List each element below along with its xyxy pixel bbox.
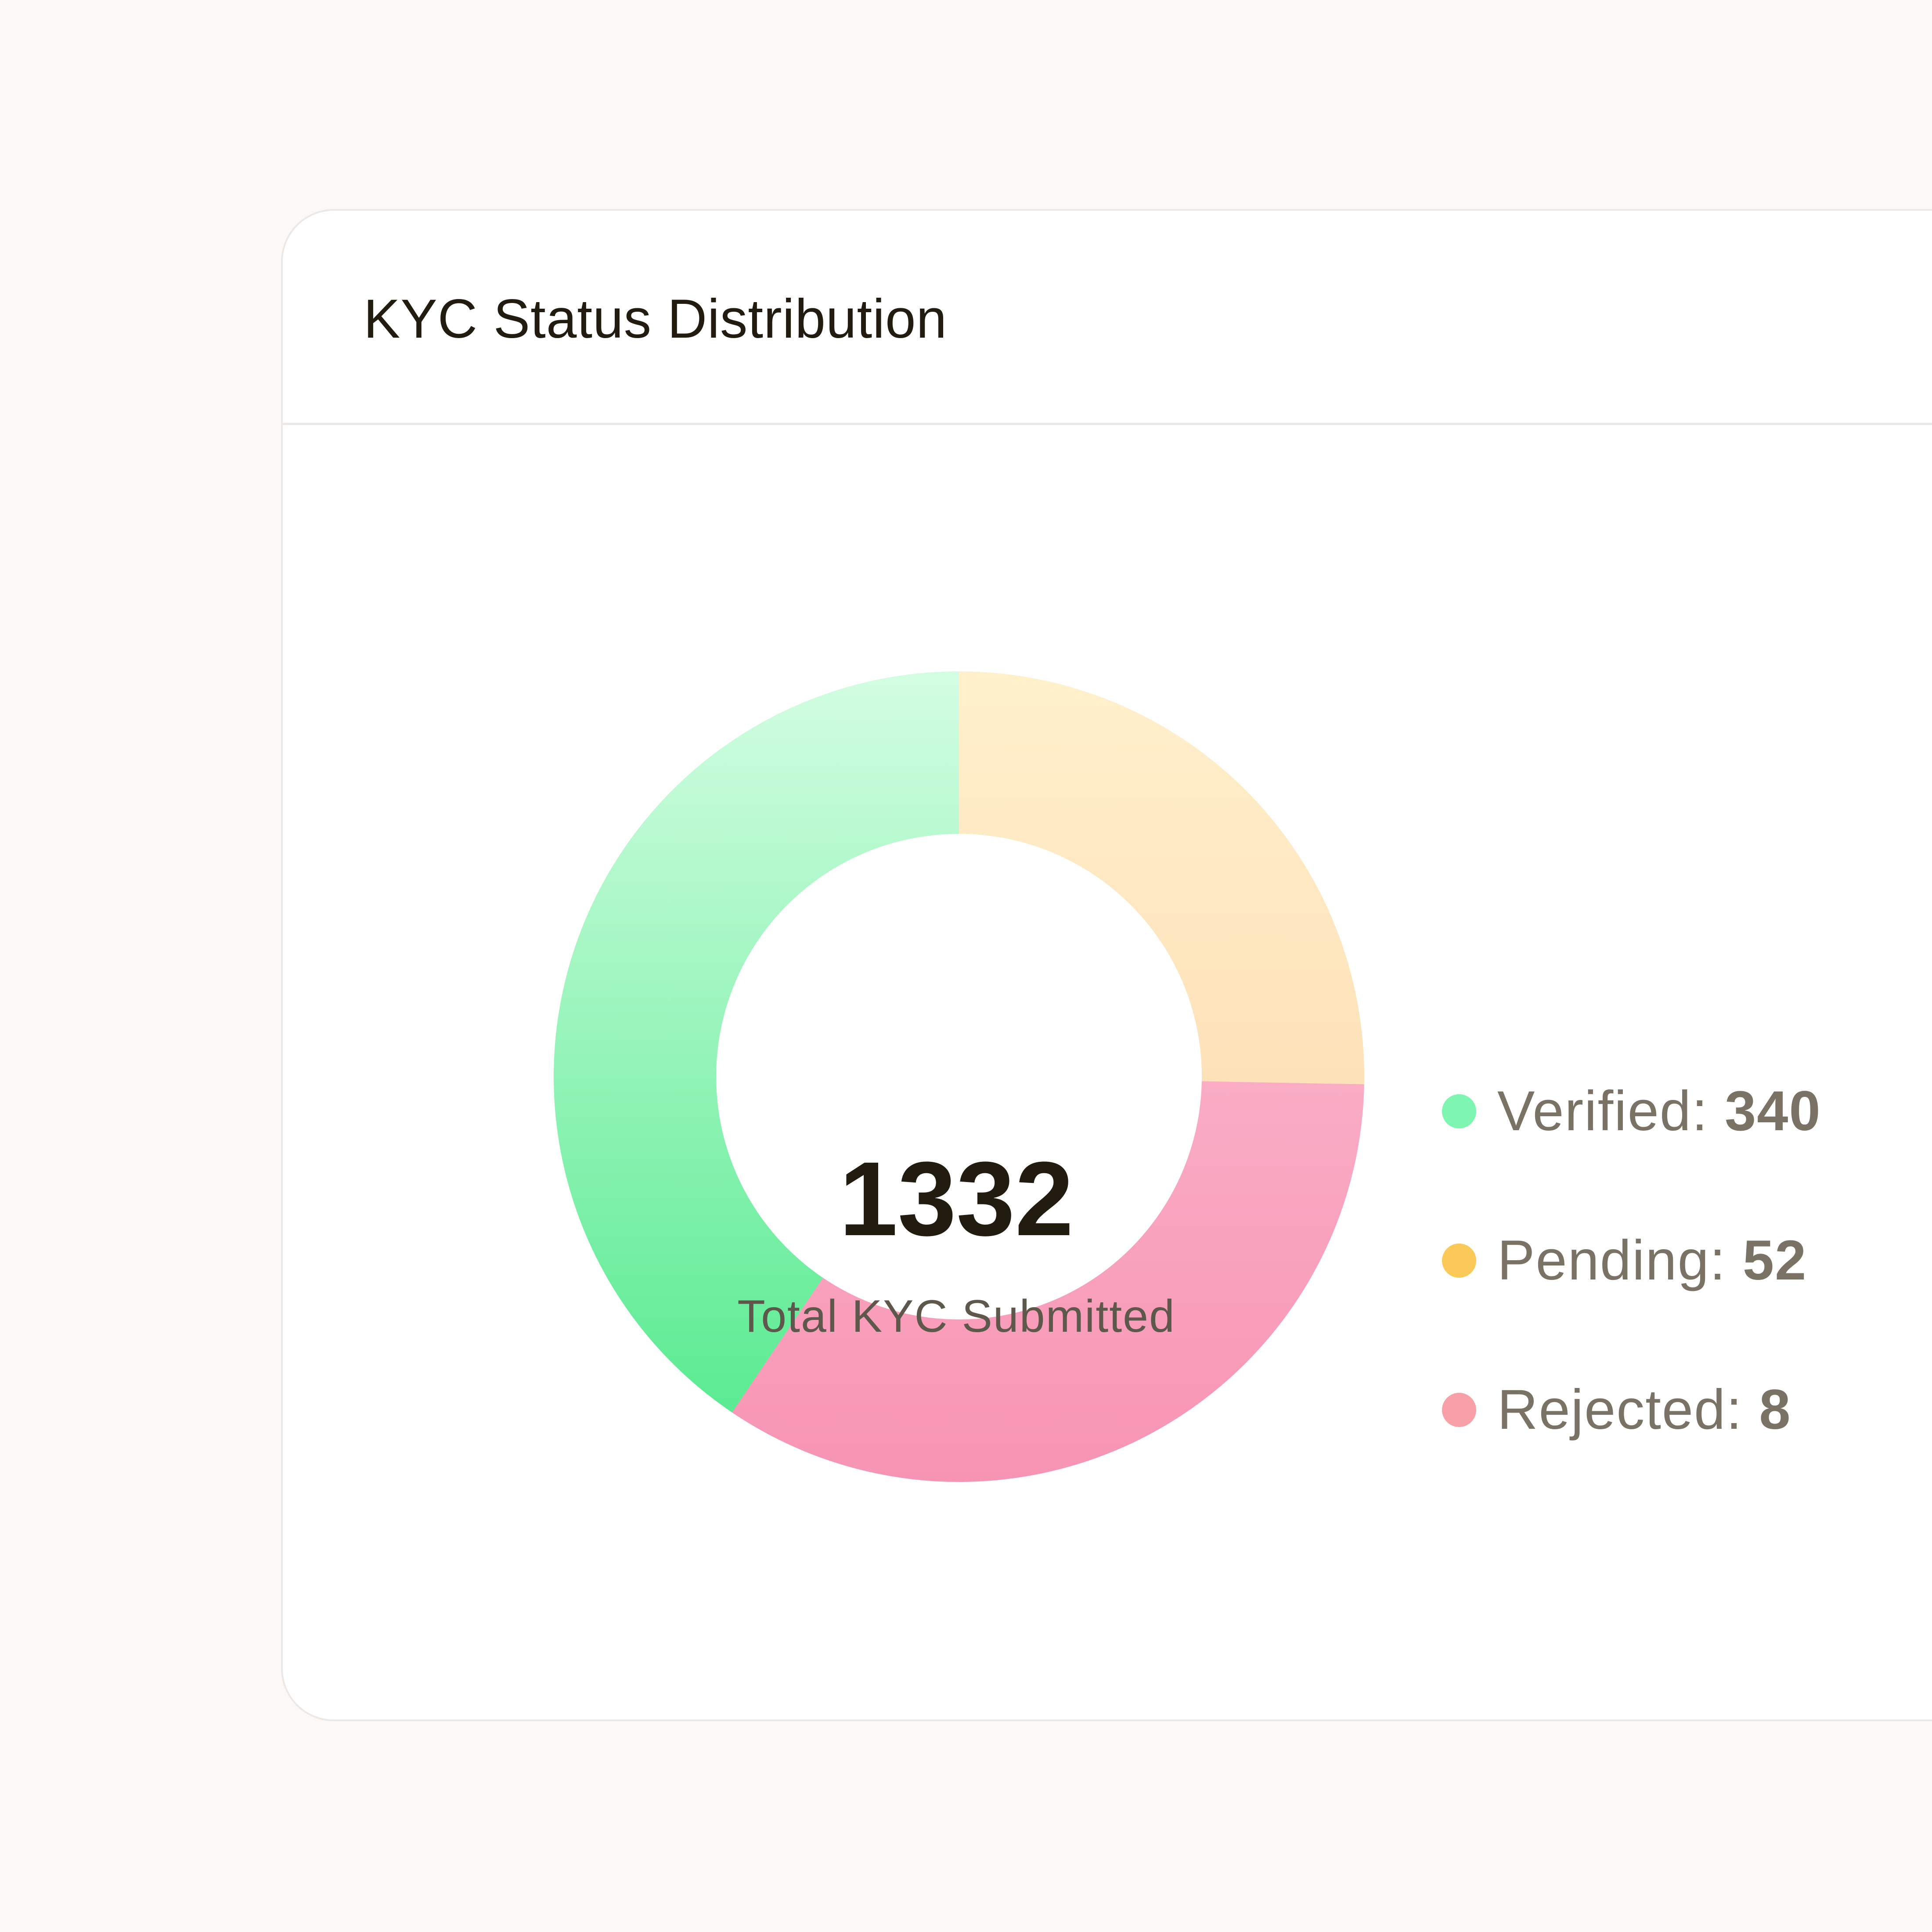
legend-value-pending: 52 [1742, 1229, 1807, 1292]
donut-slice-rejected [732, 1081, 1364, 1482]
legend-label-rejected: Rejected: [1497, 1378, 1743, 1441]
legend-value-verified: 340 [1725, 1080, 1821, 1143]
donut-slice-pending [959, 671, 1364, 1085]
legend-dot-rejected [1442, 1393, 1476, 1427]
legend-dot-verified [1442, 1094, 1476, 1128]
kyc-status-card: KYC Status Distribution 1332 Total KYC S… [281, 209, 1932, 1721]
total-kyc-count: 1332 [839, 1140, 1074, 1258]
legend-value-rejected: 8 [1759, 1378, 1791, 1441]
legend-dot-pending [1442, 1244, 1476, 1278]
card-title: KYC Status Distribution [364, 288, 948, 350]
total-kyc-label: Total KYC Submitted [737, 1291, 1175, 1342]
donut-chart [553, 671, 1364, 1482]
legend-label-verified: Verified: [1497, 1080, 1709, 1143]
card-header: KYC Status Distribution [283, 211, 1932, 425]
donut-slice-verified [553, 671, 959, 1413]
legend-label-pending: Pending: [1497, 1229, 1727, 1292]
